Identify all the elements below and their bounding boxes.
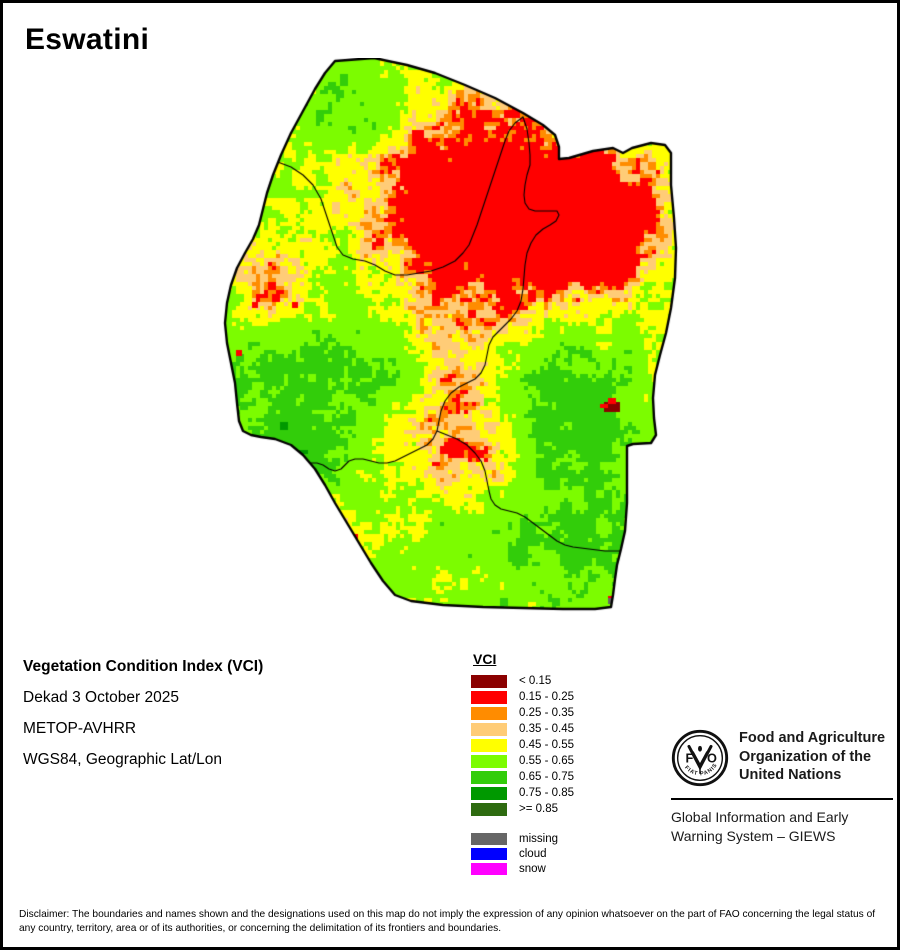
info-line-product: Vegetation Condition Index (VCI) (23, 658, 264, 675)
legend-title: VCI (473, 651, 497, 667)
legend-nodata-swatch (471, 862, 507, 875)
legend-class-row: >= 0.85 (471, 801, 631, 817)
legend-class-swatch (471, 706, 507, 720)
info-line-dekad: Dekad 3 October 2025 (23, 689, 179, 706)
legend-nodata-label: snow (519, 862, 546, 875)
fao-header: F O FIAT PANIS Food and Agriculture Orga… (671, 729, 893, 787)
giews-system-name: Global Information and Early Warning Sys… (671, 808, 893, 846)
fao-org-line-2: Organization of the (739, 748, 872, 765)
legend-class-label: 0.15 - 0.25 (519, 691, 574, 703)
legend-nodata-swatch (471, 847, 507, 860)
legend-class-label: 0.35 - 0.45 (519, 723, 574, 735)
fao-organization-name: Food and Agriculture Organization of the… (739, 729, 885, 785)
legend-class-list: < 0.15 0.15 - 0.25 0.25 - 0.35 0.35 - 0.45 0… (471, 673, 631, 817)
fao-org-line-1: Food and Agriculture (739, 730, 886, 746)
legend-class-row: 0.35 - 0.45 (471, 721, 631, 737)
legend-class-swatch (471, 674, 507, 688)
legend-class-label: < 0.15 (519, 675, 552, 687)
info-line-sensor: METOP-AVHRR (23, 720, 137, 737)
map-figure (208, 58, 693, 628)
legend-class-label: >= 0.85 (519, 803, 559, 815)
legend-nodata-row: snow (471, 861, 631, 876)
legend-class-label: 0.55 - 0.65 (519, 755, 574, 767)
fao-org-line-3: United Nations (739, 767, 842, 784)
legend-nodata-swatch (471, 832, 507, 845)
legend-class-row: 0.15 - 0.25 (471, 689, 631, 705)
svg-text:F: F (686, 751, 694, 766)
legend-class-row: 0.65 - 0.75 (471, 769, 631, 785)
map-info-block: Vegetation Condition Index (VCI) Dekad 3… (23, 658, 443, 782)
legend-class-label: 0.65 - 0.75 (519, 771, 574, 783)
page-title: Eswatini (25, 23, 150, 56)
legend-nodata-list: missing cloud snow (471, 831, 631, 876)
giews-line-2: Warning System – GIEWS (671, 827, 836, 844)
legend-class-row: 0.55 - 0.65 (471, 753, 631, 769)
legend-nodata-label: cloud (519, 847, 547, 860)
disclaimer-text: Disclaimer: The boundaries and names sho… (19, 909, 876, 935)
legend-class-label: 0.45 - 0.55 (519, 739, 574, 751)
fao-divider (671, 798, 893, 800)
legend-class-swatch (471, 690, 507, 704)
legend-class-swatch (471, 770, 507, 784)
legend-class-row: < 0.15 (471, 673, 631, 689)
giews-line-1: Global Information and Early (671, 809, 849, 825)
legend-class-row: 0.25 - 0.35 (471, 705, 631, 721)
legend-class-label: 0.25 - 0.35 (519, 707, 574, 719)
legend-class-swatch (471, 754, 507, 768)
fao-logo-icon: F O FIAT PANIS (671, 729, 729, 787)
legend-class-row: 0.75 - 0.85 (471, 785, 631, 801)
legend-class-swatch (471, 786, 507, 800)
legend-class-swatch (471, 802, 507, 816)
fao-branding: F O FIAT PANIS Food and Agriculture Orga… (671, 729, 893, 846)
legend-nodata-label: missing (519, 832, 558, 845)
svg-text:O: O (707, 751, 717, 766)
legend-nodata-row: missing (471, 831, 631, 846)
legend-class-row: 0.45 - 0.55 (471, 737, 631, 753)
vci-raster-map (208, 58, 693, 628)
legend-class-swatch (471, 738, 507, 752)
legend-class-label: 0.75 - 0.85 (519, 787, 574, 799)
info-line-projection: WGS84, Geographic Lat/Lon (23, 751, 223, 768)
legend-class-swatch (471, 722, 507, 736)
legend-nodata-row: cloud (471, 846, 631, 861)
legend: VCI < 0.15 0.15 - 0.25 0.25 - 0.35 0.35 - 0… (471, 651, 631, 876)
